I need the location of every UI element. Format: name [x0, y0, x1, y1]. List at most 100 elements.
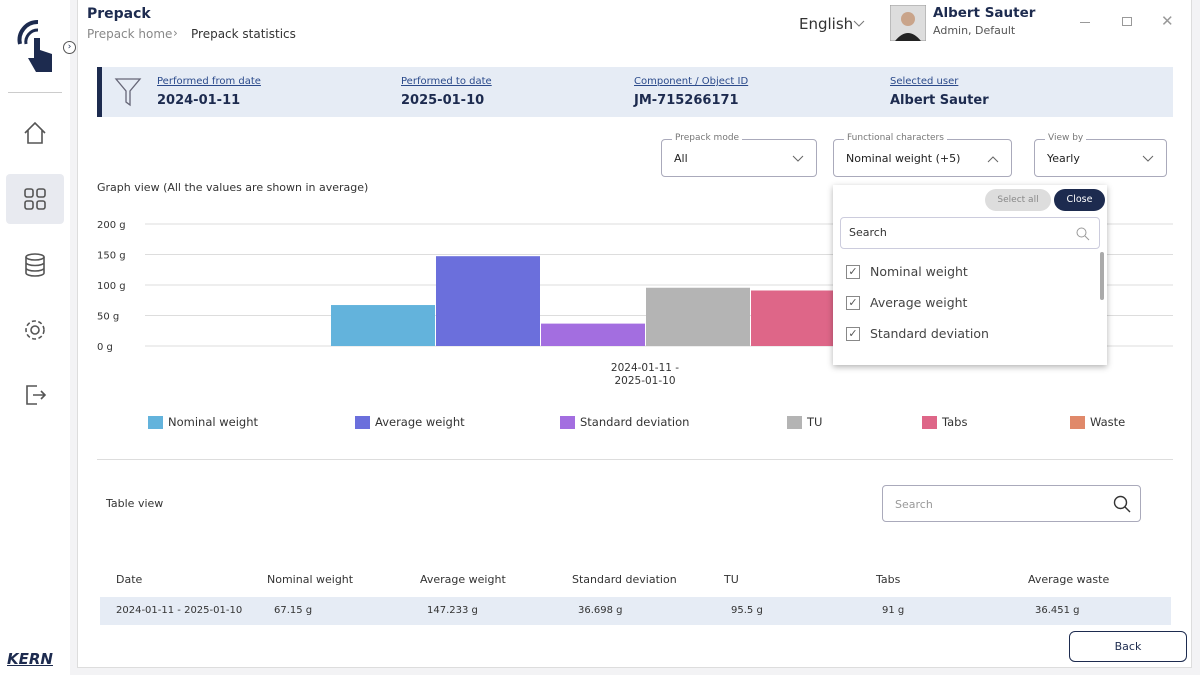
select-value: All: [674, 152, 688, 165]
table-header: Tabs: [876, 573, 901, 586]
select-label: Prepack mode: [672, 133, 743, 143]
table-row-background: [100, 597, 1171, 625]
checkbox[interactable]: ✓: [846, 296, 860, 310]
logout-icon[interactable]: [22, 382, 48, 408]
search-icon: [1076, 227, 1090, 241]
checkbox[interactable]: ✓: [846, 265, 860, 279]
legend-swatch: [922, 415, 937, 429]
legend-item[interactable]: Standard deviation: [560, 415, 689, 429]
y-tick-label: 0 g: [97, 342, 113, 353]
home-icon[interactable]: [22, 120, 48, 146]
select-control[interactable]: View by Yearly: [1034, 133, 1167, 177]
language-select[interactable]: English: [799, 15, 854, 33]
select-label: View by: [1045, 133, 1087, 143]
filter-label: Component / Object ID: [634, 76, 749, 87]
breadcrumb-separator: ›: [173, 26, 178, 40]
table-header: Standard deviation: [572, 573, 677, 586]
breadcrumb-link[interactable]: Prepack home: [87, 27, 173, 41]
select-value: Nominal weight (+5): [846, 152, 961, 165]
select-all-button[interactable]: Select all: [985, 189, 1051, 211]
bar: [436, 256, 540, 346]
chevron: [792, 155, 804, 162]
legend-swatch: [560, 415, 575, 429]
brand: KERN: [7, 650, 53, 668]
filter-label: Performed to date: [401, 76, 492, 87]
maximize-button[interactable]: [1122, 17, 1132, 26]
bar: [646, 287, 750, 346]
sidebar: KERN: [0, 0, 70, 675]
filter-value: Albert Sauter: [890, 93, 989, 108]
user-role: Admin, Default: [933, 24, 1016, 37]
y-tick-label: 150 g: [97, 251, 126, 262]
back-button[interactable]: Back: [1069, 631, 1187, 662]
page-title: Prepack: [87, 6, 151, 22]
legend-swatch: [355, 415, 370, 429]
filter-value: 2025-01-10: [401, 93, 485, 108]
legend-label: TU: [807, 415, 823, 429]
breadcrumb-current: Prepack statistics: [191, 27, 296, 41]
legend-label: Average weight: [375, 415, 465, 429]
minimize-button[interactable]: [1080, 22, 1090, 23]
collapse-button[interactable]: ›: [63, 41, 76, 54]
legend-item[interactable]: TU: [787, 415, 822, 429]
table-search[interactable]: Search: [882, 485, 1141, 522]
chevron: [987, 156, 999, 163]
scrollbar[interactable]: [1100, 252, 1104, 300]
filter-label: Selected user: [890, 76, 959, 87]
checkbox[interactable]: ✓: [846, 327, 860, 341]
table-header: Average weight: [420, 573, 506, 586]
table-header: Date: [116, 573, 143, 586]
search-placeholder: Search: [895, 498, 933, 511]
y-tick-label: 100 g: [97, 281, 126, 292]
user-avatar: [890, 5, 926, 41]
select-label: Functional characters: [844, 133, 947, 143]
option-label[interactable]: Average weight: [870, 295, 968, 310]
filter-label: Performed from date: [157, 76, 261, 87]
x-tick-label: 2024-01-11 - 2025-01-10: [610, 362, 680, 387]
legend-swatch: [148, 415, 163, 429]
table-cell: 147.233 g: [427, 605, 478, 616]
legend-label: Waste: [1090, 415, 1126, 429]
table-header: Nominal weight: [267, 573, 354, 586]
table-header: TU: [724, 573, 739, 586]
graph-title: Graph view (All the values are shown in …: [97, 181, 369, 194]
legend-label: Tabs: [942, 415, 968, 429]
table-title: Table view: [106, 497, 164, 510]
legend-item[interactable]: Nominal weight: [148, 415, 258, 429]
bar: [541, 323, 645, 346]
legend-item[interactable]: Waste: [1070, 415, 1125, 429]
legend-item[interactable]: Tabs: [922, 415, 967, 429]
select-value: Yearly: [1047, 152, 1080, 165]
table-cell: 91 g: [882, 605, 905, 616]
language-chevron[interactable]: [853, 20, 865, 28]
close-window-button[interactable]: ✕: [1161, 12, 1174, 30]
filter-icon: [114, 78, 142, 107]
user-name: Albert Sauter: [933, 5, 1036, 21]
search-placeholder: Search: [849, 226, 887, 239]
select-control[interactable]: Functional characters Nominal weight (+5): [833, 133, 1012, 177]
y-tick-label: 200 g: [97, 220, 126, 231]
option-label[interactable]: Nominal weight: [870, 264, 968, 279]
legend-item[interactable]: Average weight: [355, 415, 465, 429]
legend-label: Standard deviation: [580, 415, 690, 429]
table-header: Average waste: [1028, 573, 1110, 586]
dropdown-search[interactable]: Search: [840, 217, 1100, 249]
table-cell: 67.15 g: [274, 605, 313, 616]
dashboard-icon[interactable]: [22, 186, 48, 212]
chevron: [1142, 155, 1154, 162]
close-button[interactable]: Close: [1054, 189, 1105, 211]
filter-value: 2024-01-11: [157, 93, 241, 108]
option-label[interactable]: Standard deviation: [870, 326, 989, 341]
legend-swatch: [1070, 415, 1085, 429]
table-cell: 95.5 g: [731, 605, 763, 616]
dropdown-panel: Select all Close Search ✓ Nominal weight ✓…: [833, 185, 1107, 365]
active-nav[interactable]: [6, 174, 64, 224]
y-tick-label: 50 g: [97, 312, 119, 323]
select-control[interactable]: Prepack mode All: [661, 133, 817, 177]
settings-icon[interactable]: [22, 317, 48, 343]
divider: [97, 459, 1173, 460]
database-icon[interactable]: [22, 252, 48, 278]
legend-label: Nominal weight: [168, 415, 258, 429]
legend-swatch: [787, 415, 802, 429]
